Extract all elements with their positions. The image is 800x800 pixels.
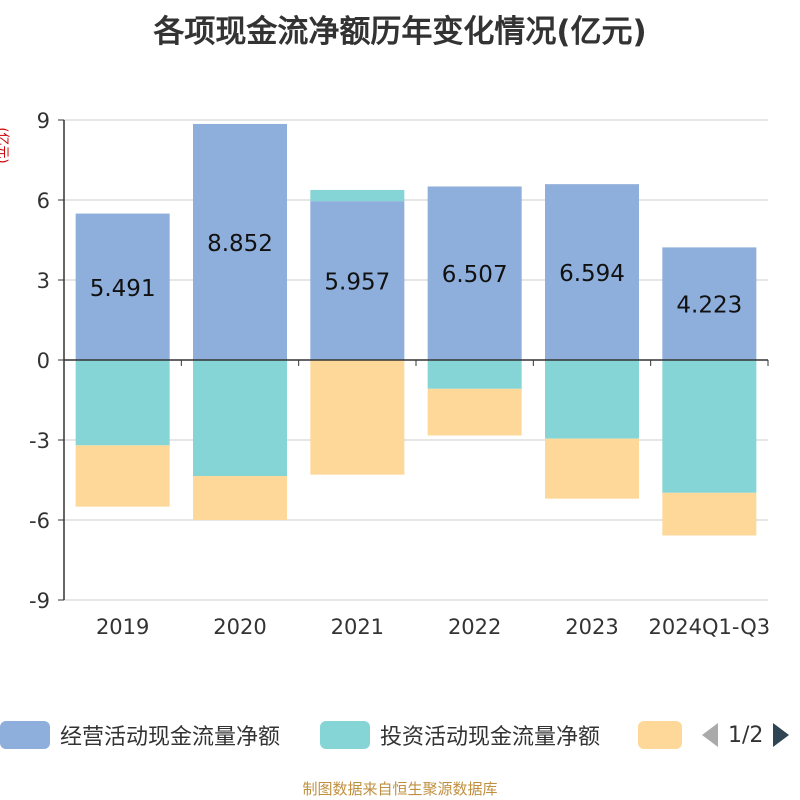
y-tick-label: -3	[29, 429, 50, 453]
data-label-2020: 8.852	[207, 231, 273, 257]
y-tick-label: 6	[37, 189, 50, 213]
bar-operating-2024Q1-Q3	[662, 247, 757, 360]
bar-financing-2019	[75, 445, 170, 507]
bar-investing-2019	[75, 360, 170, 446]
y-tick-label: 9	[37, 109, 50, 133]
x-tick-label: 2024Q1-Q3	[649, 615, 771, 639]
x-tick-label: 2019	[96, 615, 149, 639]
bar-investing-2020	[193, 360, 287, 476]
legend-item-investing[interactable]: 投资活动现金流量净额	[320, 716, 600, 754]
bar-financing-2022	[427, 388, 522, 436]
bar-operating-2019	[75, 213, 170, 360]
data-label-2022: 6.507	[442, 262, 508, 288]
chart-title: 各项现金流净额历年变化情况(亿元)	[153, 14, 647, 50]
bar-investing-2024Q1-Q3	[662, 360, 757, 493]
pager-text: 1/2	[728, 722, 764, 748]
bar-financing-2023	[545, 438, 639, 499]
legend-label-operating: 经营活动现金流量净额	[60, 725, 281, 750]
y-tick-label: -6	[29, 509, 50, 533]
y-tick-label: 0	[37, 349, 50, 373]
legend-item-financing[interactable]	[638, 716, 682, 754]
legend-pager: 1/2	[700, 716, 791, 754]
legend-label-investing: 投资活动现金流量净额	[380, 725, 601, 750]
bar-investing-2023	[545, 360, 639, 439]
bar-financing-2024Q1-Q3	[662, 492, 757, 536]
y-tick-label: -9	[29, 589, 50, 613]
y-tick-label: 3	[37, 269, 50, 293]
bar-investing-2021	[310, 189, 405, 202]
x-tick-label: 2022	[448, 615, 501, 639]
bar-operating-2022	[427, 186, 522, 360]
x-tick-label: 2020	[213, 615, 266, 639]
x-tick-label: 2021	[331, 615, 384, 639]
data-label-2023: 6.594	[559, 261, 625, 287]
pager-prev-icon[interactable]	[700, 721, 720, 749]
bar-financing-2021	[310, 360, 405, 475]
data-label-2019: 5.491	[90, 276, 156, 302]
legend-swatch-investing	[320, 721, 370, 749]
legend-item-operating[interactable]: 经营活动现金流量净额	[0, 716, 280, 754]
legend-swatch-operating	[0, 721, 50, 749]
bar-investing-2022	[427, 360, 522, 389]
bar-financing-2020	[193, 476, 287, 520]
bar-operating-2021	[310, 201, 405, 360]
bar-operating-2020	[193, 123, 287, 361]
x-tick-label: 2023	[565, 615, 618, 639]
pager-next-icon[interactable]	[771, 721, 791, 749]
bar-operating-2023	[545, 184, 639, 360]
legend: 经营活动现金流量净额 投资活动现金流量净额 1/2	[0, 716, 800, 754]
data-label-2024Q1-Q3: 4.223	[676, 293, 742, 319]
legend-swatch-financing	[638, 721, 682, 749]
data-label-2021: 5.957	[324, 270, 390, 296]
source-footer: 制图数据来自恒生聚源数据库	[302, 780, 498, 798]
chart-canvas: 9 6 3 0 -3 -6 -9 5.491 2019 8.852 2020 5.957 2021 6.5…	[29, 109, 771, 639]
